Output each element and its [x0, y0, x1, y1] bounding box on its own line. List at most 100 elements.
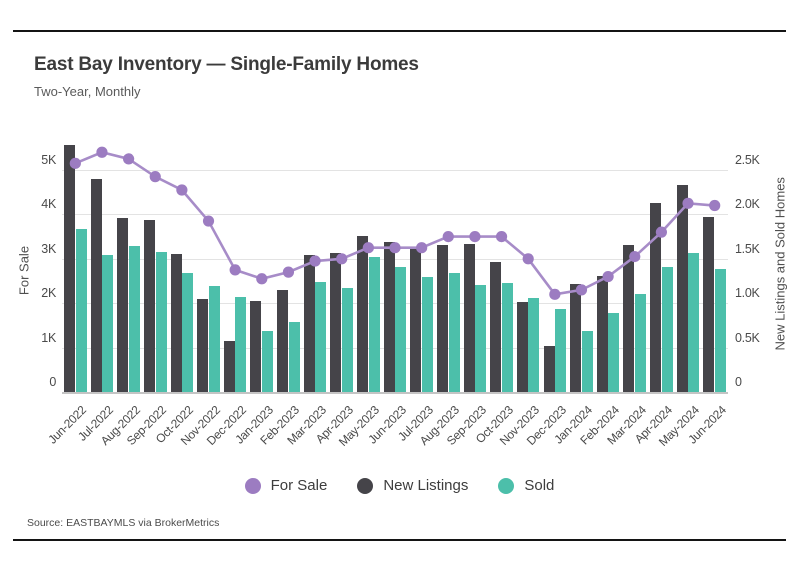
bar-new-listings — [277, 289, 289, 392]
for-sale-point — [549, 288, 561, 300]
legend-label: Sold — [524, 477, 555, 494]
gridline — [62, 258, 728, 260]
bar-new-listings — [516, 302, 528, 392]
bar-sold — [342, 288, 353, 392]
for-sale-point — [202, 215, 215, 227]
bar-new-listings — [197, 298, 209, 392]
for-sale-point — [575, 284, 588, 296]
for-sale-point — [682, 197, 694, 209]
bar-sold — [128, 246, 140, 392]
for-sale-point — [336, 253, 348, 265]
chart-legend: For Sale New Listings Sold — [0, 477, 799, 494]
for-sale-point — [442, 231, 454, 243]
right-axis-tick: 0.5K — [735, 330, 760, 345]
bar-sold — [208, 286, 220, 392]
bar-sold — [555, 308, 567, 392]
legend-item-sold: Sold — [498, 477, 554, 494]
gridline — [62, 347, 728, 349]
bar-new-listings — [623, 245, 635, 392]
for-sale-point — [655, 226, 668, 238]
for-sale-point — [602, 270, 614, 283]
bar-new-listings — [436, 244, 448, 392]
for-sale-point — [69, 157, 81, 169]
bar-new-listings — [303, 255, 315, 392]
left-axis-tick: 2K — [41, 286, 56, 301]
top-divider — [13, 30, 786, 32]
right-axis-tick: 1.5K — [735, 241, 760, 256]
chart-title: East Bay Inventory — Single-Family Homes — [34, 54, 419, 75]
for-sale-point — [176, 184, 188, 196]
bar-new-listings — [383, 241, 395, 392]
for-sale-point — [389, 242, 401, 254]
bar-sold — [501, 282, 513, 392]
for-sale-point — [309, 255, 321, 267]
bar-new-listings — [703, 217, 715, 392]
bar-new-listings — [570, 283, 582, 392]
legend-dot-icon — [498, 477, 515, 494]
for-sale-point — [522, 253, 534, 265]
bar-sold — [688, 253, 700, 392]
left-axis-tick: 5K — [41, 153, 56, 167]
gridline — [62, 170, 728, 171]
for-sale-point — [495, 231, 508, 243]
gridline — [62, 214, 728, 216]
bar-sold — [448, 273, 460, 392]
bottom-divider — [13, 539, 786, 541]
right-axis-tick: 2.0K — [735, 197, 760, 212]
bar-sold — [581, 330, 593, 392]
legend-label: New Listings — [383, 477, 469, 494]
bar-sold — [155, 251, 167, 392]
bar-new-listings — [64, 145, 75, 392]
bar-sold — [395, 266, 407, 392]
bar-sold — [608, 312, 620, 392]
bar-new-listings — [596, 275, 608, 392]
bar-new-listings — [170, 254, 182, 392]
right-axis-tick: 1.0K — [735, 286, 760, 301]
for-sale-point — [123, 153, 135, 165]
for-sale-point — [469, 231, 481, 243]
bar-sold — [288, 321, 300, 392]
for-sale-point — [229, 264, 241, 276]
bar-new-listings — [463, 243, 475, 392]
for-sale-point — [709, 199, 721, 212]
legend-item-new-listings: New Listings — [357, 477, 468, 494]
bar-sold — [661, 266, 673, 392]
bar-sold — [714, 268, 726, 392]
bar-new-listings — [543, 345, 555, 392]
for-sale-point — [282, 266, 295, 278]
bar-sold — [421, 277, 433, 392]
bar-new-listings — [676, 185, 688, 392]
bar-sold — [235, 296, 247, 392]
for-sale-point — [149, 171, 161, 183]
for-sale-point — [362, 242, 374, 254]
legend-dot-icon — [244, 477, 261, 494]
bar-new-listings — [117, 217, 129, 392]
legend-item-for-sale: For Sale — [244, 477, 328, 494]
bar-new-listings — [90, 178, 102, 392]
legend-label: For Sale — [270, 477, 328, 494]
bar-sold — [182, 273, 194, 392]
bar-sold — [315, 281, 327, 392]
source-attribution: Source: EASTBAYMLS via BrokerMetrics — [27, 517, 220, 529]
legend-dot-icon — [357, 477, 374, 494]
left-axis-tick: 4K — [41, 197, 56, 212]
bar-new-listings — [223, 341, 235, 392]
for-sale-point — [96, 146, 108, 158]
chart-subtitle: Two-Year, Monthly — [34, 84, 141, 99]
bar-new-listings — [330, 253, 342, 392]
left-axis-tick: 1K — [41, 330, 56, 345]
bar-new-listings — [357, 235, 369, 392]
bar-sold — [368, 257, 380, 392]
for-sale-point — [629, 250, 641, 263]
x-axis-baseline — [62, 392, 728, 394]
bar-new-listings — [650, 202, 662, 392]
bar-new-listings — [490, 262, 502, 392]
bar-sold — [635, 294, 647, 392]
for-sale-line — [74, 150, 715, 296]
left-axis-tick: 0 — [49, 375, 56, 389]
gridline — [62, 303, 728, 305]
bar-new-listings — [410, 247, 422, 392]
for-sale-point — [256, 273, 268, 285]
